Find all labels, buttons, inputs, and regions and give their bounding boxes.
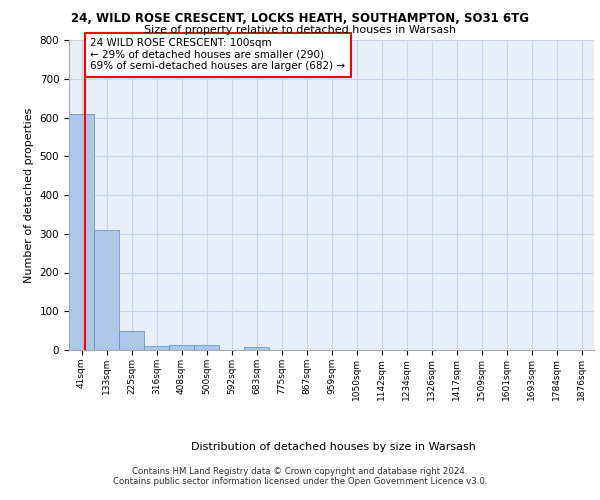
Text: 24, WILD ROSE CRESCENT, LOCKS HEATH, SOUTHAMPTON, SO31 6TG: 24, WILD ROSE CRESCENT, LOCKS HEATH, SOU… <box>71 12 529 24</box>
Y-axis label: Number of detached properties: Number of detached properties <box>24 108 34 282</box>
Text: 24 WILD ROSE CRESCENT: 100sqm
← 29% of detached houses are smaller (290)
69% of : 24 WILD ROSE CRESCENT: 100sqm ← 29% of d… <box>90 38 346 72</box>
Bar <box>119 332 144 350</box>
Bar <box>244 347 269 350</box>
Bar <box>94 230 119 350</box>
Bar <box>144 346 169 350</box>
Bar <box>194 345 219 350</box>
Text: Contains HM Land Registry data © Crown copyright and database right 2024.: Contains HM Land Registry data © Crown c… <box>132 467 468 476</box>
Text: Size of property relative to detached houses in Warsash: Size of property relative to detached ho… <box>144 25 456 35</box>
Text: Distribution of detached houses by size in Warsash: Distribution of detached houses by size … <box>191 442 475 452</box>
Text: Contains public sector information licensed under the Open Government Licence v3: Contains public sector information licen… <box>113 477 487 486</box>
Bar <box>169 345 194 350</box>
Bar <box>69 114 94 350</box>
